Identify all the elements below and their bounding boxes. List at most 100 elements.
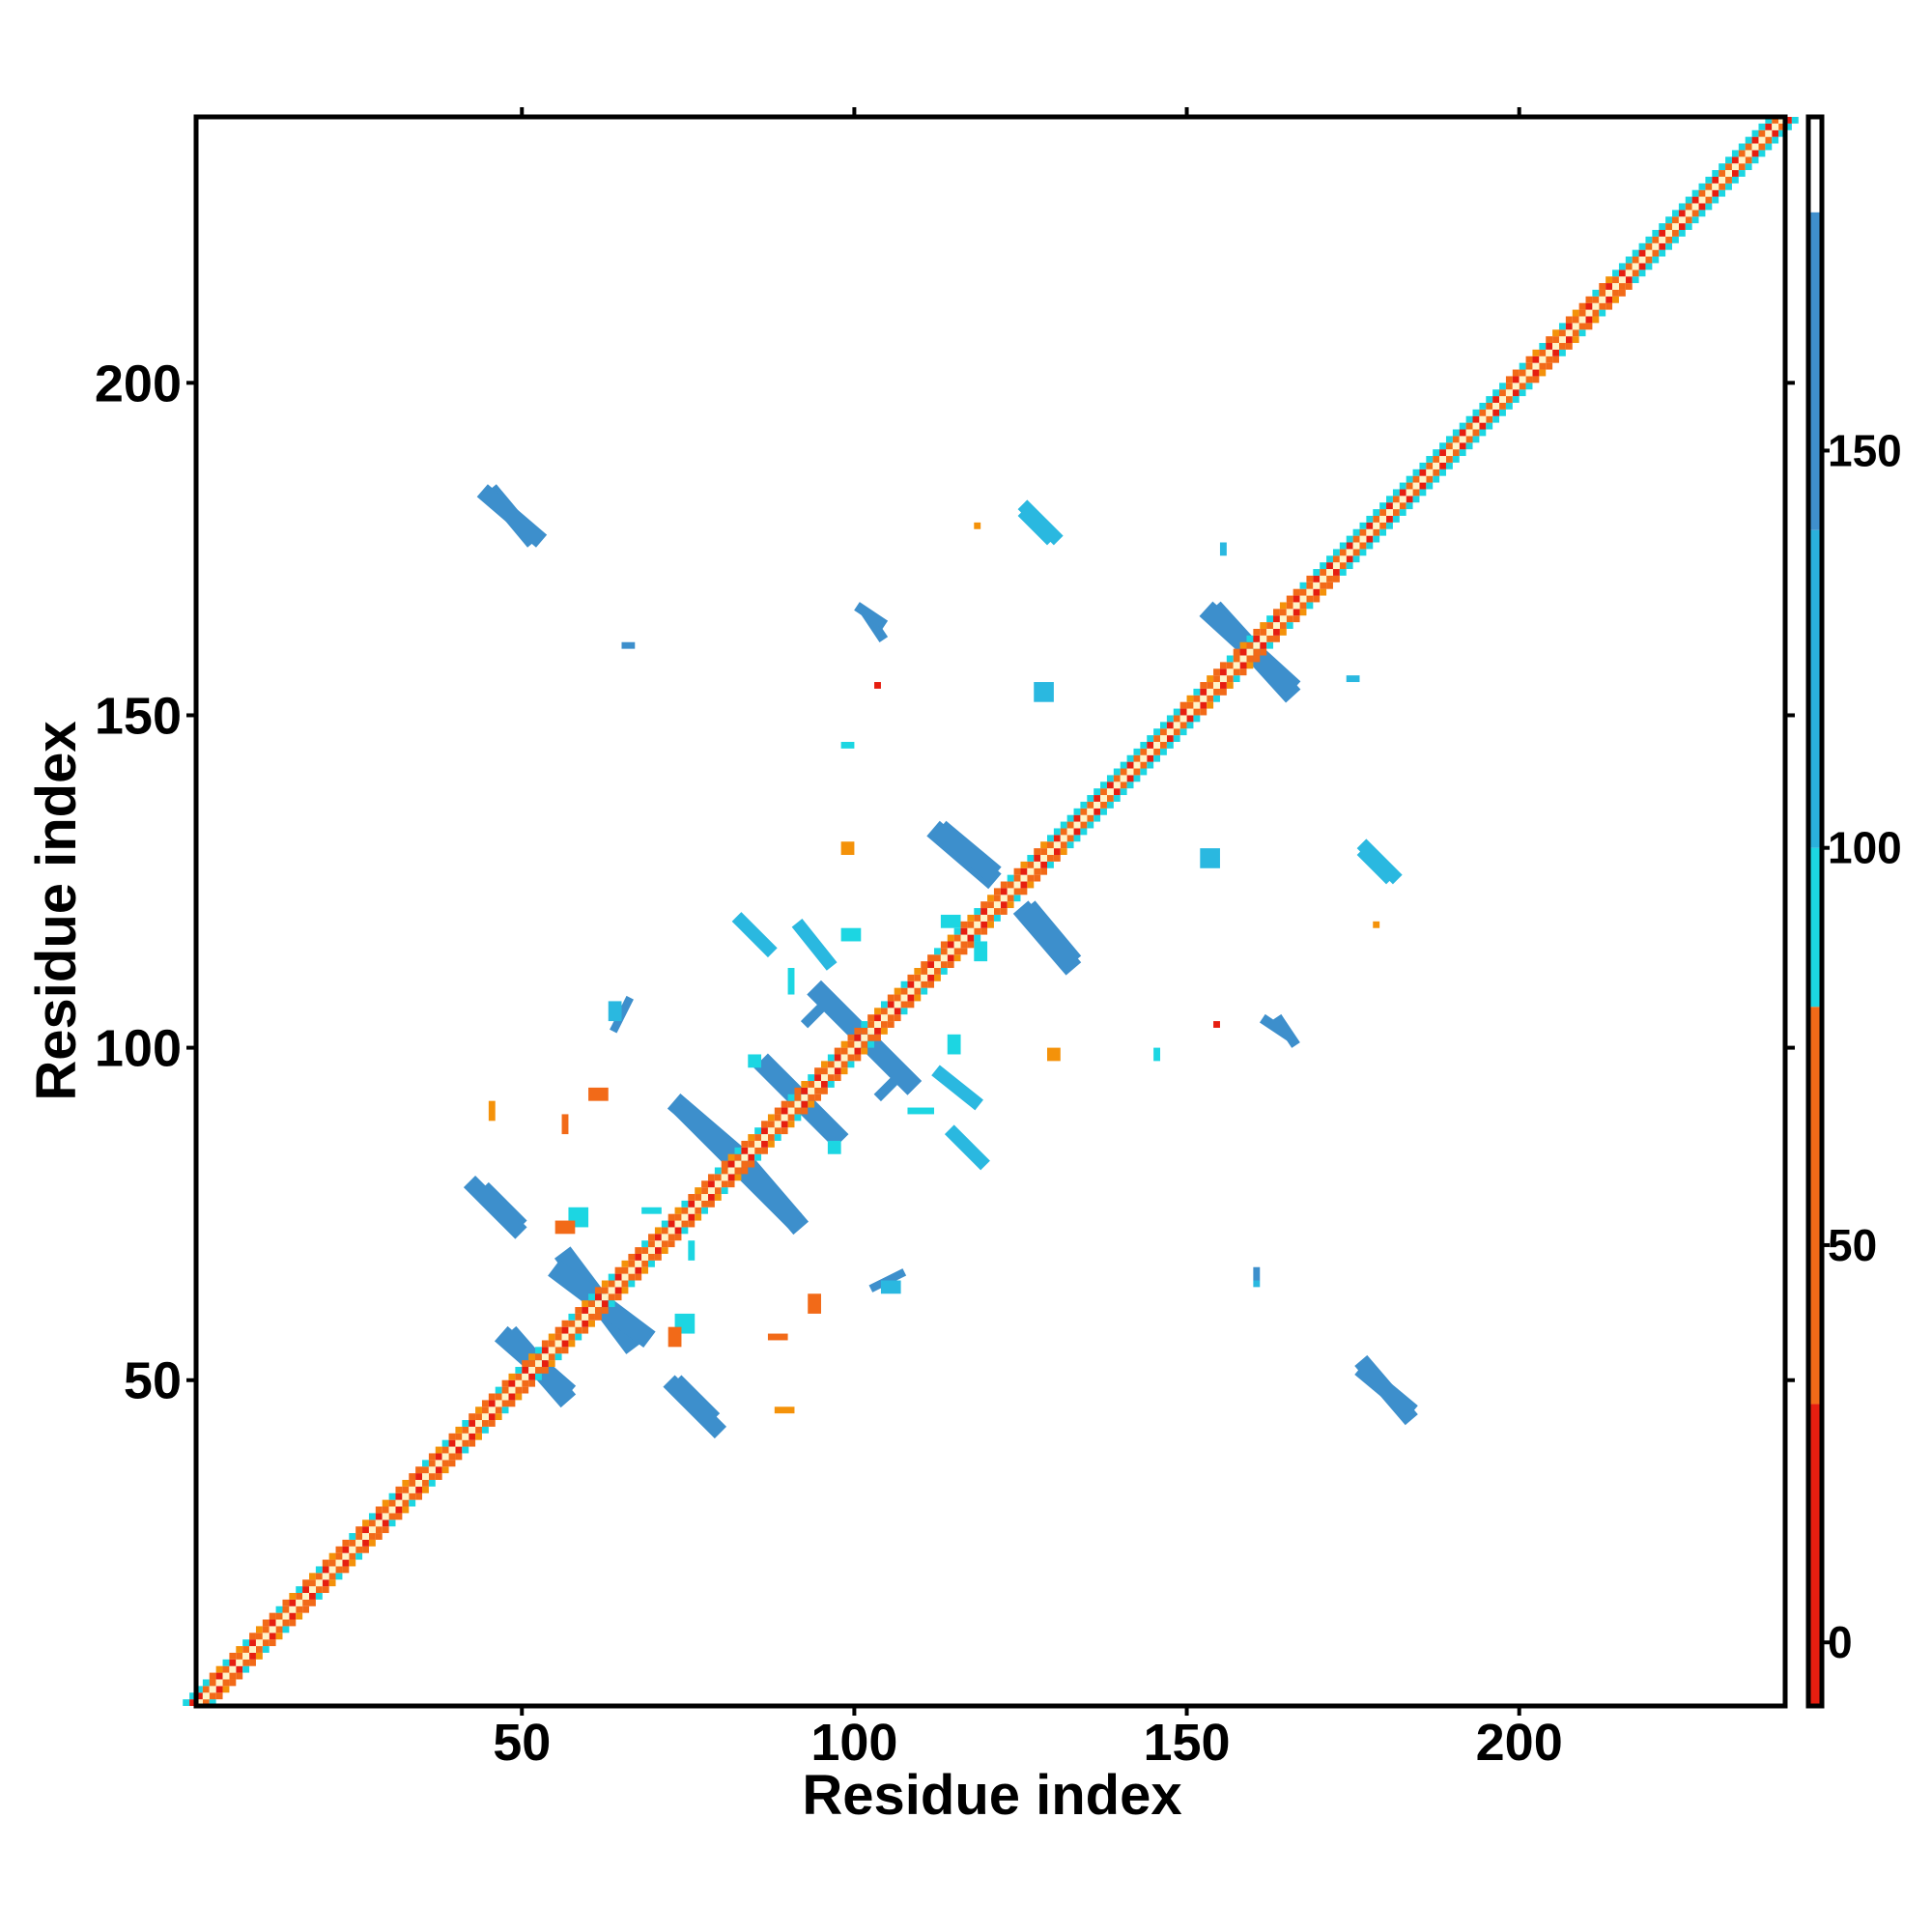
heatmap-diagonal-cell — [787, 1107, 795, 1115]
heatmap-cell — [854, 1047, 862, 1055]
heatmap-diagonal-cell — [608, 1287, 615, 1294]
heatmap-diagonal-cell — [1412, 482, 1420, 490]
heatmap-diagonal-cell — [1166, 728, 1174, 736]
heatmap-cell — [1326, 575, 1333, 582]
heatmap-cell — [827, 1061, 835, 1068]
heatmap-diagonal-cell — [455, 1439, 463, 1447]
heatmap-cell — [1546, 336, 1553, 344]
heatmap-cell — [309, 1579, 316, 1587]
heatmap-cell — [1173, 728, 1180, 736]
heatmap-cell — [1652, 256, 1660, 264]
heatmap-cell — [1419, 462, 1427, 469]
heatmap-cell — [322, 1566, 329, 1574]
heatmap-cell — [242, 1646, 250, 1653]
heatmap-cell — [1053, 848, 1061, 855]
heatmap-cell — [1433, 449, 1440, 457]
heatmap-cell — [907, 1001, 915, 1009]
heatmap-cell — [1645, 263, 1653, 270]
heatmap-cell — [674, 1227, 682, 1235]
heatmap-cell — [1512, 369, 1520, 377]
heatmap-diagonal-cell — [528, 1366, 536, 1374]
heatmap-cell — [435, 1453, 442, 1461]
x-tick-label: 150 — [1143, 1714, 1230, 1772]
heatmap-cell — [933, 948, 941, 955]
heatmap-cell — [1219, 668, 1227, 676]
heatmap-diagonal-cell — [1539, 355, 1547, 363]
heatmap-cell — [867, 1014, 875, 1022]
heatmap-cell — [1027, 881, 1035, 889]
heatmap-cell — [229, 1652, 237, 1660]
heatmap-cell — [1719, 189, 1726, 197]
heatmap-cell — [309, 1592, 316, 1600]
heatmap-diagonal-cell — [1306, 588, 1314, 596]
heatmap-cell — [1665, 236, 1672, 243]
heatmap-cell — [1459, 422, 1466, 430]
heatmap-cell — [1745, 136, 1752, 144]
heatmap-cell — [721, 1180, 728, 1188]
heatmap-diagonal-cell — [382, 1513, 389, 1520]
colorbar: 0 50 100 150 — [1805, 114, 1902, 1709]
heatmap-cell — [328, 1559, 336, 1567]
heatmap-cell — [947, 961, 954, 969]
heatmap-diagonal-cell — [707, 1187, 715, 1195]
heatmap-cell — [1147, 761, 1154, 769]
heatmap-cell — [801, 1081, 809, 1088]
heatmap-cell — [1080, 808, 1088, 815]
heatmap-cell — [1087, 801, 1094, 809]
heatmap-cell — [861, 1027, 868, 1035]
heatmap-cell — [688, 1194, 696, 1201]
heatmap-cell — [535, 1353, 542, 1361]
heatmap-diagonal-cell — [488, 1406, 496, 1414]
heatmap-diagonal-cell — [1113, 781, 1121, 789]
heatmap-cell — [748, 1140, 755, 1148]
heatmap-cell — [1519, 389, 1526, 397]
heatmap-cell — [528, 1379, 536, 1387]
heatmap-cell — [1193, 688, 1201, 696]
heatmap-cell — [269, 1619, 276, 1627]
heatmap-cell — [1080, 821, 1088, 829]
heatmap-cell — [455, 1433, 463, 1440]
heatmap-cell — [1552, 336, 1559, 344]
heatmap-cell — [1725, 156, 1732, 164]
heatmap-cell — [428, 1453, 436, 1461]
heatmap-cell — [1671, 230, 1679, 237]
heatmap-diagonal-cell — [269, 1626, 276, 1634]
heatmap-cell — [1426, 475, 1434, 483]
heatmap-diagonal-cell — [900, 994, 908, 1002]
heatmap-cell — [1100, 788, 1107, 796]
heatmap-diagonal-cell — [1731, 163, 1739, 171]
heatmap-cell — [880, 1027, 888, 1035]
heatmap-cell — [734, 1153, 742, 1161]
heatmap-cell — [1320, 588, 1327, 596]
heatmap-cell — [1087, 814, 1094, 822]
heatmap-cell — [1552, 349, 1559, 356]
heatmap-cell — [1439, 462, 1446, 469]
heatmap-cell — [927, 974, 934, 981]
heatmap-cell — [1186, 715, 1194, 723]
heatmap-diagonal-cell — [1519, 376, 1526, 384]
heatmap-cell — [1179, 728, 1187, 736]
heatmap-diagonal-cell — [1047, 848, 1054, 855]
heatmap-cell — [1219, 542, 1227, 556]
heatmap-cell — [681, 1207, 689, 1214]
heatmap-cell — [469, 1433, 476, 1440]
heatmap-cell — [1106, 795, 1114, 802]
heatmap-diagonal-cell — [448, 1446, 456, 1454]
heatmap-cell — [1346, 542, 1353, 550]
heatmap-cell — [395, 1506, 403, 1514]
heatmap-cell — [1758, 150, 1766, 157]
heatmap-diagonal-cell — [1719, 176, 1726, 184]
heatmap-cell — [721, 1167, 728, 1175]
heatmap-cell — [1772, 136, 1779, 144]
heatmap-cell — [309, 1599, 316, 1606]
heatmap-cell — [561, 1320, 569, 1327]
heatmap-cell — [1034, 854, 1041, 862]
heatmap-cell — [1219, 662, 1227, 669]
heatmap-cell — [368, 1513, 376, 1520]
heatmap-cell — [701, 1187, 708, 1195]
heatmap-cell — [1239, 641, 1247, 649]
heatmap-diagonal-cell — [1525, 369, 1533, 377]
heatmap-cell — [1452, 456, 1460, 463]
heatmap-diagonal-cell — [388, 1506, 396, 1514]
heatmap-cell — [894, 994, 901, 1002]
